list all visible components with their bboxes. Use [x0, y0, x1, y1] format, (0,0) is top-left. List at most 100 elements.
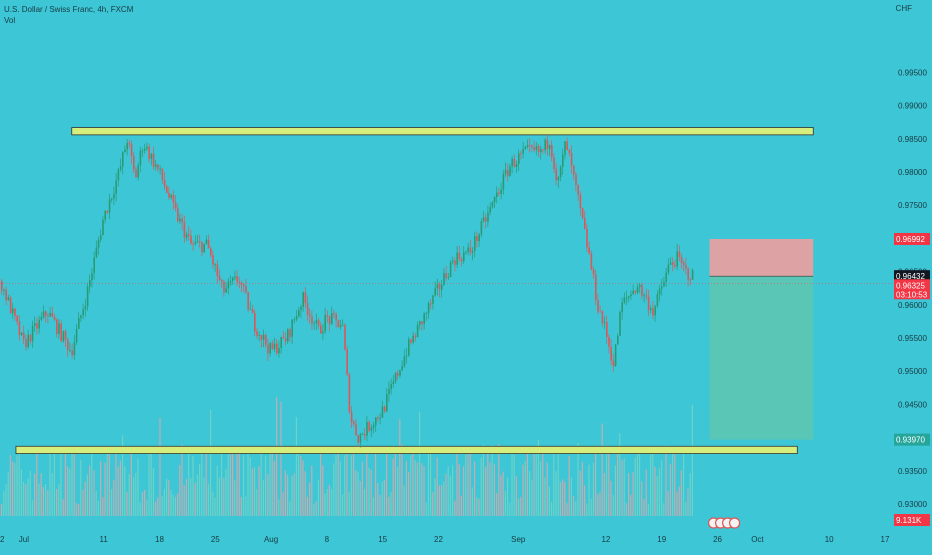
candle-body: [436, 284, 439, 289]
volume-bar: [221, 451, 223, 516]
volume-bar: [364, 488, 366, 516]
volume-bar: [12, 461, 14, 516]
candle-body: [58, 323, 60, 334]
volume-bar: [379, 494, 381, 516]
volume-bar: [260, 449, 262, 516]
candle-body: [293, 319, 296, 321]
volume-bar: [126, 492, 128, 516]
volume-bar: [234, 480, 236, 516]
candle-body: [595, 274, 597, 300]
volume-bar: [485, 466, 487, 516]
volume-bar: [291, 475, 293, 516]
candle-body: [185, 234, 188, 238]
volume-bar: [229, 451, 231, 516]
candle-body: [359, 434, 362, 443]
volume-bar: [610, 480, 612, 516]
candle-body: [658, 288, 661, 295]
candle-body: [100, 235, 102, 240]
volume-bar: [423, 466, 425, 516]
candle-body: [685, 265, 687, 269]
volume-bar: [95, 490, 97, 516]
volume-bar: [562, 479, 564, 516]
candle-body: [456, 252, 458, 265]
candle-body: [511, 158, 513, 167]
price-tick-label: 0.95500: [898, 334, 927, 343]
candle-body: [135, 169, 137, 178]
candle-body: [377, 417, 379, 419]
volume-bar: [293, 473, 295, 516]
candle-body: [258, 334, 260, 336]
candle-body: [509, 166, 511, 176]
candle-body: [434, 288, 436, 296]
candle-body: [379, 417, 381, 419]
volume-bar: [207, 483, 209, 516]
volume-bar: [86, 474, 88, 516]
volume-bar: [161, 495, 163, 516]
candle-body: [485, 217, 487, 222]
candle-body: [353, 422, 355, 425]
candle-body: [157, 164, 159, 169]
volume-bar: [273, 460, 275, 516]
time-axis-label: Oct: [751, 535, 764, 544]
candle-body: [408, 339, 410, 356]
volume-bar: [42, 486, 44, 516]
candle-body: [487, 212, 489, 222]
volume-bar: [639, 453, 641, 516]
candle-body: [51, 312, 54, 318]
candle-body: [636, 286, 639, 293]
candle-body: [469, 247, 472, 253]
volume-bar: [568, 455, 570, 516]
candle-body: [610, 346, 612, 361]
candle-body: [93, 257, 95, 274]
candle-body: [42, 311, 45, 318]
candle-body: [401, 366, 403, 371]
volume-bar: [214, 497, 216, 516]
candle-body: [229, 280, 232, 282]
candle-body: [412, 335, 414, 343]
volume-bar: [146, 499, 148, 516]
candle-body: [12, 308, 14, 314]
candle-body: [414, 335, 417, 338]
volume-bar: [141, 491, 143, 516]
candle-body: [71, 350, 73, 356]
candle-body: [606, 321, 608, 338]
volume-bar: [612, 495, 614, 516]
volume-bar: [344, 455, 346, 516]
volume-bar: [71, 450, 73, 516]
volume-bar: [386, 453, 388, 516]
volume-bar: [97, 500, 99, 516]
candle-body: [117, 169, 120, 181]
volume-bar: [372, 496, 374, 516]
volume-bar: [526, 452, 528, 516]
volume-bar: [491, 444, 493, 516]
candle-body: [619, 312, 621, 336]
candle-body: [364, 434, 366, 436]
volume-bar: [205, 445, 207, 516]
volume-bar: [353, 452, 355, 516]
candle-body: [474, 236, 476, 252]
currency-label: CHF: [895, 4, 912, 13]
candle-body: [300, 306, 302, 311]
candle-body: [159, 168, 161, 170]
candle-body: [34, 323, 36, 326]
candle-body: [399, 370, 401, 376]
candle-body: [463, 252, 465, 262]
candle-body: [643, 295, 645, 297]
volume-bar: [284, 470, 286, 516]
candle-body: [392, 381, 395, 385]
volume-bar: [183, 485, 185, 516]
candle-body: [232, 277, 234, 281]
candle-body: [355, 424, 357, 436]
candle-body: [405, 355, 408, 357]
volume-bar: [326, 489, 328, 516]
candle-body: [148, 146, 150, 159]
volume-bar: [128, 474, 130, 516]
volume-bar: [397, 466, 399, 516]
candle-body: [183, 222, 186, 238]
price-tick-label: 0.93000: [898, 500, 927, 509]
candle-body: [152, 153, 155, 167]
candle-body: [82, 309, 84, 316]
volume-bar: [634, 457, 636, 516]
